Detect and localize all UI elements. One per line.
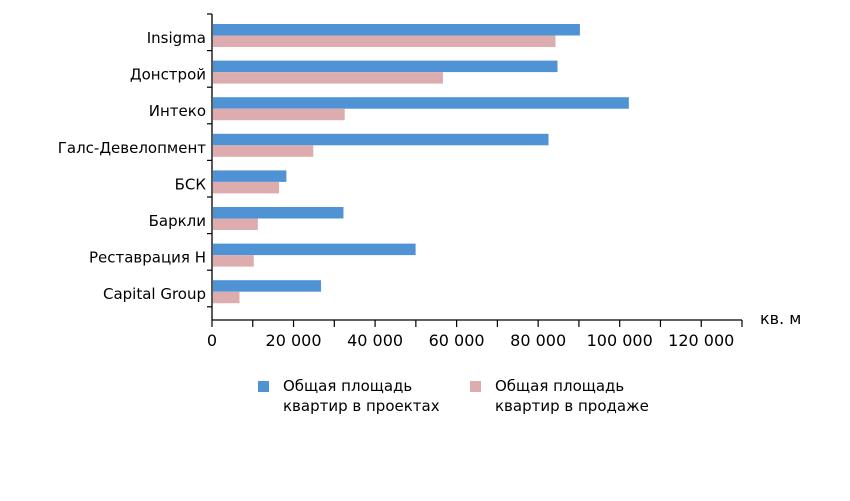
chart-legend: Общая площадь квартир в проектах Общая п… [258,376,670,416]
legend-item-sale: Общая площадь квартир в продаже [470,376,670,416]
bar-sale [213,291,240,304]
bar-projects [213,243,416,256]
bar-sale [213,72,443,84]
x-tick-label: 60 000 [429,331,485,350]
bar-sale [213,218,258,230]
legend-label-sale: Общая площадь квартир в продаже [495,377,649,415]
legend-swatch-projects [258,381,269,392]
bar-sale [213,108,345,121]
y-category-label: Insigma [147,29,206,47]
y-category-label: Донстрой [130,66,206,84]
bar-projects [213,280,322,292]
bar-projects [213,97,629,109]
chart-bars [213,24,629,304]
x-axis-unit-label: кв. м [760,309,801,328]
x-tick-label: 20 000 [266,331,322,350]
bar-projects [213,60,558,73]
bar-projects [213,133,549,146]
bar-sale [213,255,254,267]
y-category-label: Capital Group [103,285,206,303]
bar-projects [213,207,344,219]
chart-axes [207,13,743,327]
x-tick-label: 0 [207,331,217,350]
x-tick-label: 80 000 [510,331,566,350]
x-tick-label: 120 000 [668,331,734,350]
legend-item-projects: Общая площадь квартир в проектах [258,376,458,416]
y-category-label: Реставрация Н [89,249,206,267]
chart-labels: 0 20 000 40 000 60 000 80 000 100 000 120 000 I… [58,29,735,350]
y-category-label: Баркли [149,212,206,230]
bar-sale [213,181,280,194]
legend-label-projects: Общая площадь квартир в проектах [283,377,440,415]
bar-sale [213,35,556,47]
bar-projects [213,24,580,36]
legend-swatch-sale [470,381,481,392]
bar-sale [213,145,314,157]
x-tick-label: 40 000 [347,331,403,350]
x-tick-label: 100 000 [587,331,653,350]
y-category-label: Галс-Девелопмент [58,139,207,157]
y-category-label: БСК [175,175,207,193]
bar-projects [213,170,287,182]
y-category-label: Интеко [149,102,206,120]
